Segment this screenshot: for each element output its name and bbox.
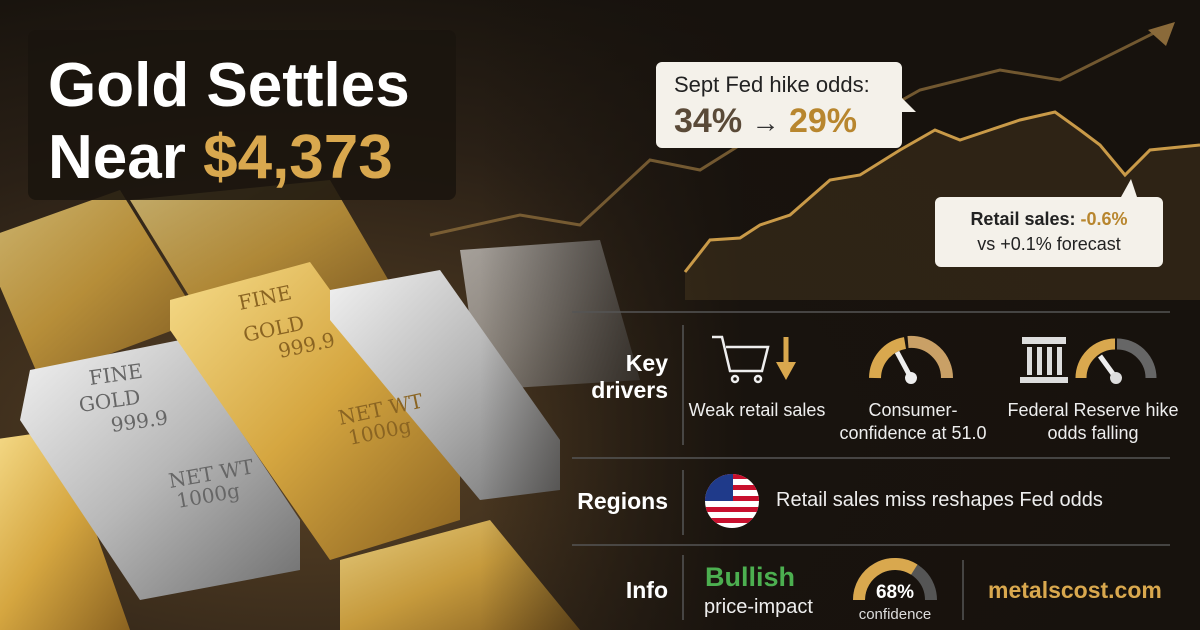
driver-item: Consumer-confidence at 51.0 [839, 400, 987, 443]
cart-icon [712, 335, 796, 384]
row-label: Regions [577, 488, 668, 514]
callout-note: vs +0.1% forecast [977, 234, 1121, 254]
headline-text: Near [48, 123, 186, 192]
fed-callout: Sept Fed hike odds: 34% → 29% [674, 72, 870, 141]
sentiment-note: price-impact [704, 596, 813, 618]
retail-callout: Retail sales: -0.6% vs +0.1% forecast [935, 207, 1163, 257]
callout-title: Retail sales: [970, 209, 1076, 229]
row-label: Info [625, 577, 668, 603]
headline-line: Near $4,373 [48, 122, 410, 194]
row-label: Key drivers [591, 350, 668, 403]
callout-arrow: → [751, 107, 780, 138]
region-text: Retail sales miss reshapes Fed odds [776, 489, 1103, 511]
callout-value: -0.6% [1080, 209, 1128, 229]
headline-price: $4,373 [203, 123, 393, 192]
us-flag [705, 474, 759, 528]
driver-item: Weak retail sales [688, 400, 826, 420]
gauge-icon [869, 335, 954, 384]
callout-values: 34% → 29% [674, 102, 870, 141]
headline: Gold Settles Near $4,373 [48, 50, 410, 194]
confidence-note: confidence [858, 606, 932, 623]
headline-line: Gold Settles [48, 51, 410, 120]
table-lines [572, 311, 1170, 620]
sentiment: Bullish [705, 562, 796, 592]
callout-boxes [656, 62, 1163, 267]
confidence-value: 68% [875, 582, 915, 603]
callout-from: 34% [674, 102, 743, 140]
headline-box [28, 30, 456, 200]
price-line [683, 110, 1200, 273]
source: metalscost.com [988, 577, 1162, 603]
confidence-gauge [853, 558, 918, 601]
callout-title: Sept Fed hike odds: [674, 72, 870, 97]
driver-item: Federal Reserve hike odds falling [1007, 400, 1179, 443]
fed-icon [1020, 337, 1157, 384]
callout-to: 29% [788, 102, 858, 140]
